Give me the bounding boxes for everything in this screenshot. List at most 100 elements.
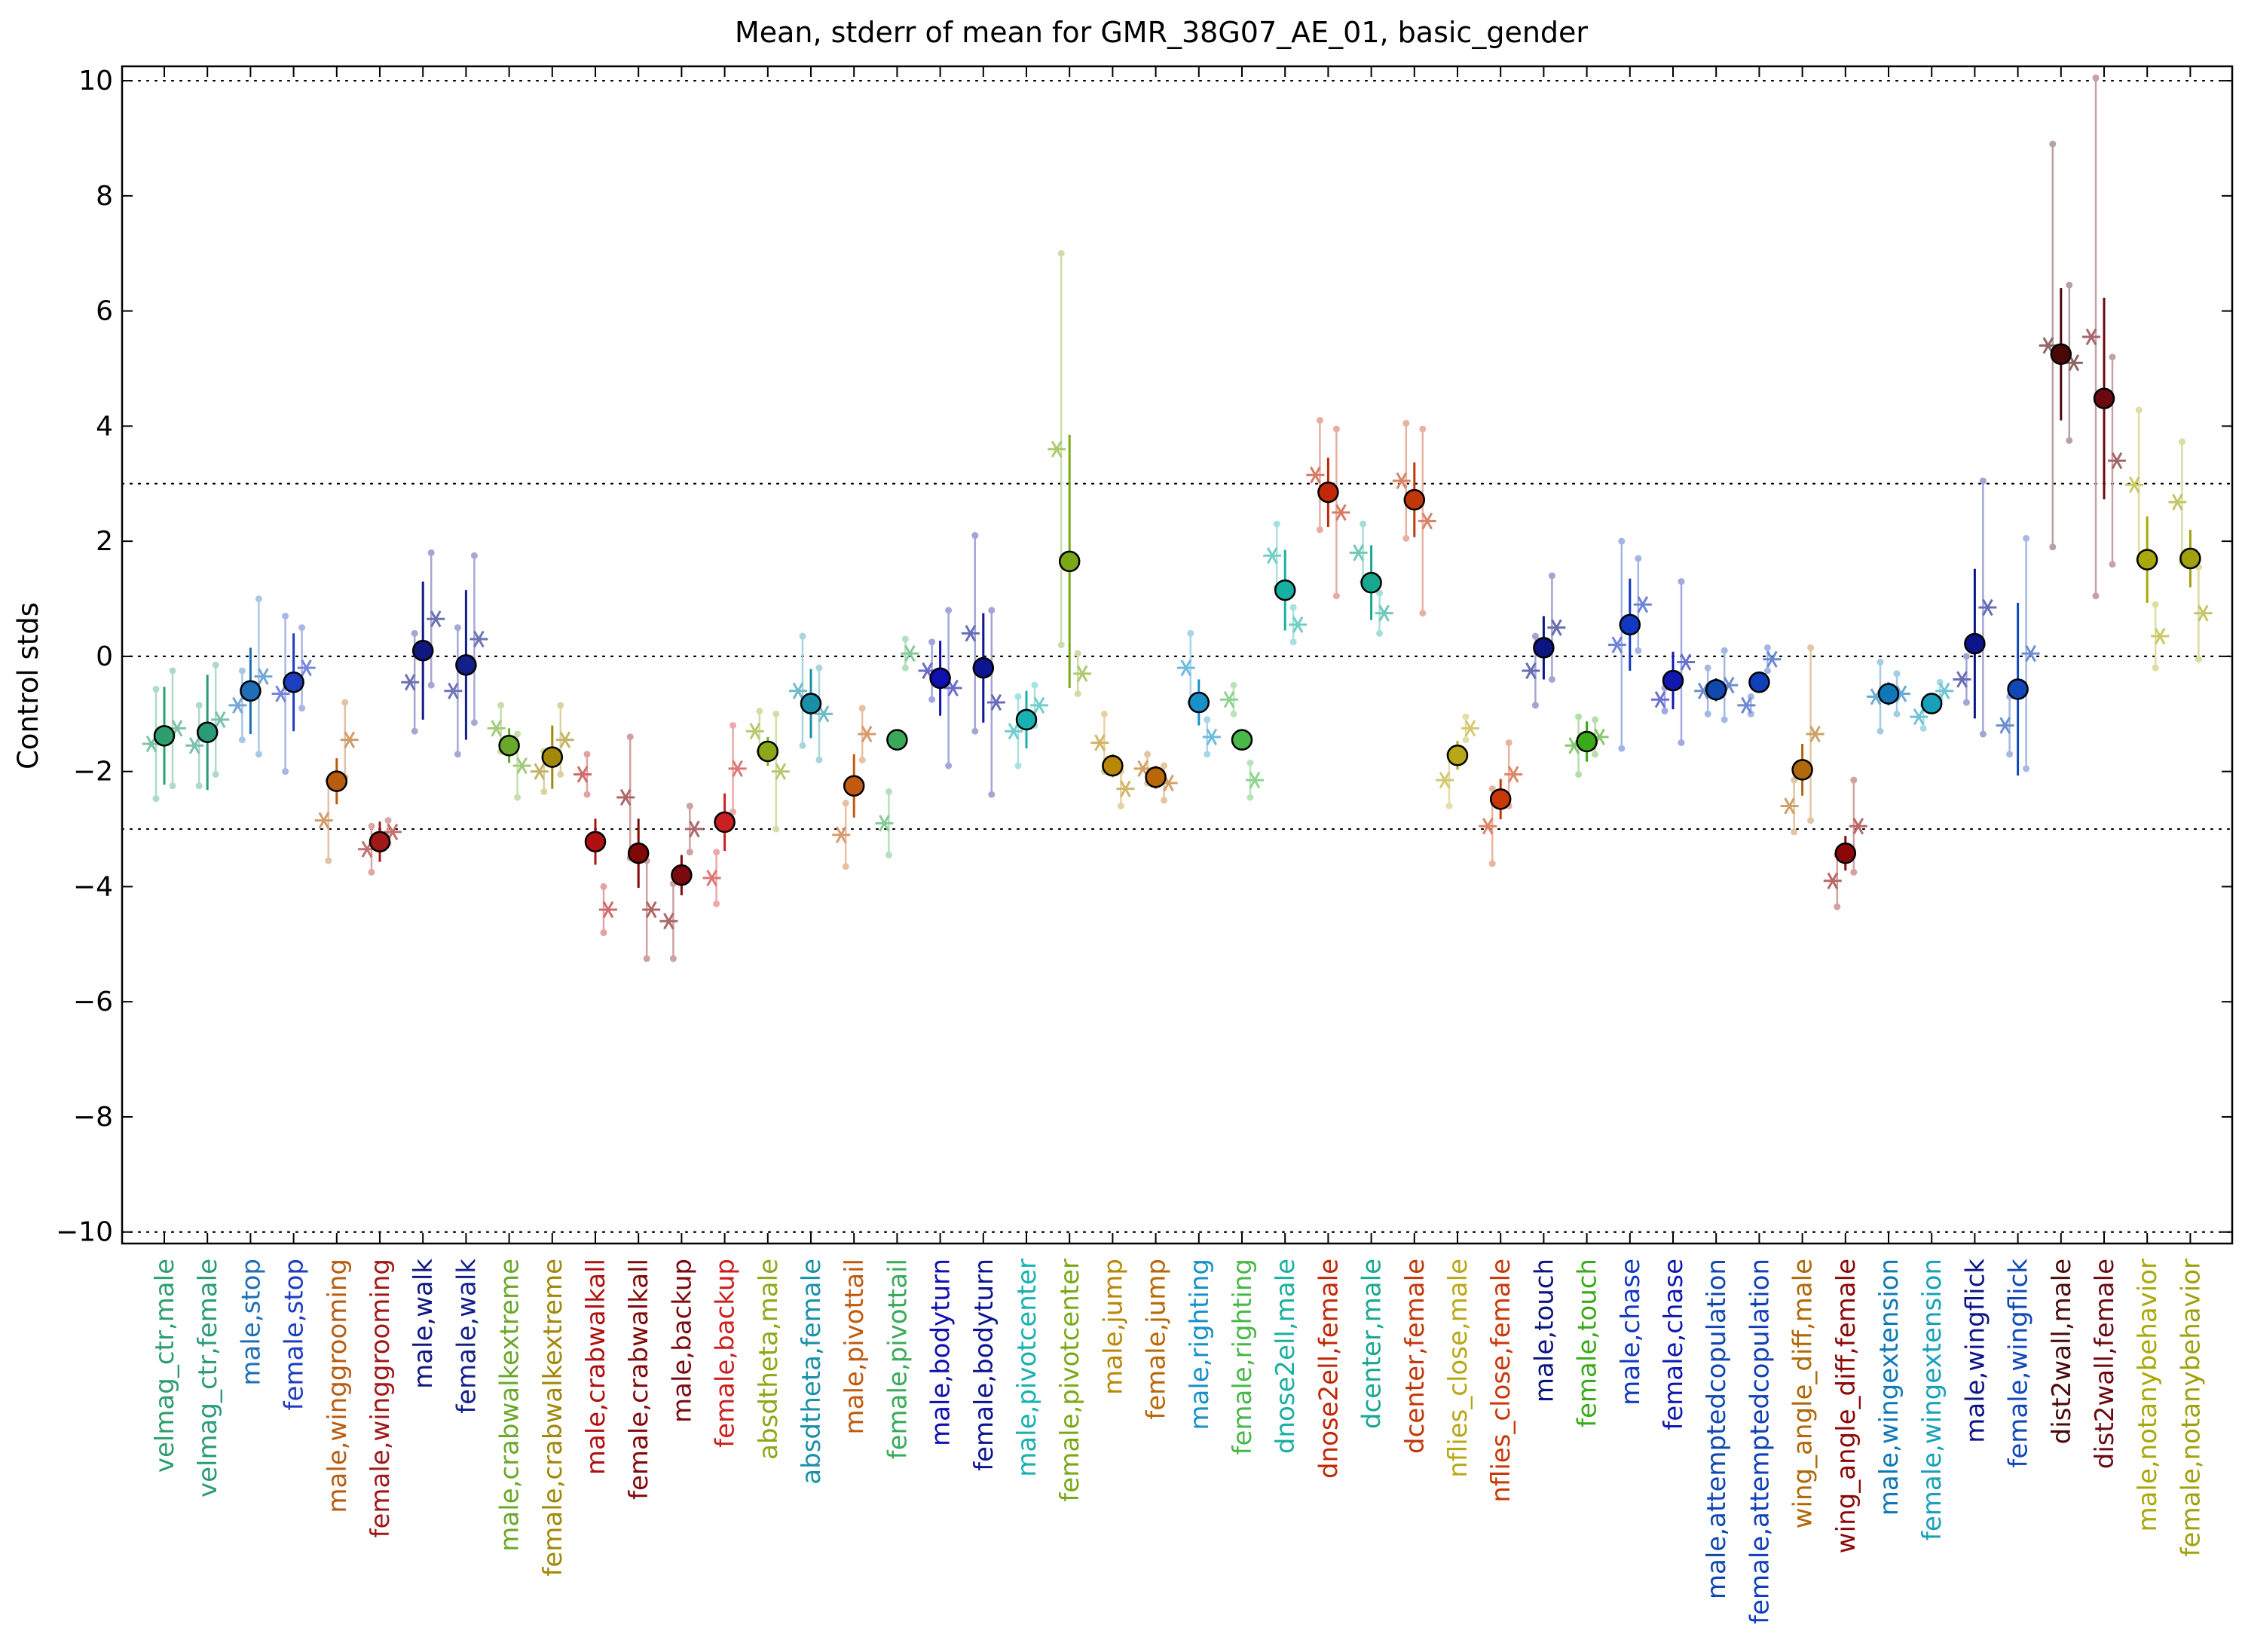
replicate-point — [1737, 693, 1756, 717]
replicate-point — [1780, 776, 1799, 836]
replicate-point — [1996, 693, 2014, 758]
x-tick-label: male,winggrooming — [323, 1259, 353, 1513]
replicate-mean-asterisk — [1116, 780, 1135, 797]
asterisk-stroke — [2198, 604, 2209, 622]
replicate-point — [1607, 537, 1626, 752]
mean-marker — [843, 775, 865, 797]
replicate-error-end — [1273, 520, 1280, 528]
y-tick-label: 8 — [96, 181, 113, 212]
x-tick-label: female,backup — [711, 1259, 741, 1448]
replicate-point — [1522, 632, 1540, 709]
x-tick-label: female,pivottail — [882, 1259, 913, 1459]
replicate-error-end — [1316, 526, 1323, 534]
mean-marker — [411, 640, 434, 662]
mean-point — [1145, 766, 1167, 789]
asterisk-stroke — [1033, 696, 1045, 714]
replicate-error-end — [643, 955, 650, 962]
replicate-error-end — [1962, 699, 1970, 706]
asterisk-stroke — [1551, 619, 1562, 636]
replicate-error-end — [1332, 425, 1340, 433]
replicate-error-end — [1376, 589, 1384, 597]
replicate-error-end — [1144, 751, 1152, 758]
y-tick-label: −8 — [73, 1102, 113, 1133]
asterisk-stroke — [430, 610, 442, 628]
mean-marker — [1489, 788, 1512, 810]
replicate-point — [1306, 417, 1325, 534]
replicate-mean-asterisk — [1607, 636, 1626, 653]
replicate-mean-asterisk — [530, 763, 549, 780]
replicate-error-end — [669, 955, 677, 962]
replicate-error-end — [152, 795, 160, 803]
replicate-mean-asterisk — [555, 731, 574, 748]
mean-marker — [2179, 547, 2201, 570]
replicate-error-end — [971, 727, 979, 735]
replicate-mean-asterisk — [642, 901, 661, 919]
mean-marker — [1274, 579, 1296, 601]
asterisk-stroke — [1137, 760, 1149, 777]
replicate-error-end — [1979, 477, 1987, 485]
replicate-error-end — [1187, 629, 1194, 637]
replicate-point — [1633, 555, 1652, 654]
replicate-mean-asterisk — [2082, 328, 2100, 346]
replicate-point — [1392, 420, 1411, 542]
replicate-mean-asterisk — [271, 685, 290, 702]
replicate-mean-asterisk — [384, 823, 402, 841]
replicate-error-end — [557, 702, 564, 709]
mean-marker — [1188, 691, 1210, 714]
replicate-point — [1547, 572, 1566, 683]
replicate-point — [944, 607, 962, 769]
mean-point — [1791, 744, 1813, 796]
replicate-mean-asterisk — [1375, 604, 1393, 622]
replicate-error-end — [901, 635, 909, 643]
x-tick-label: female,attemptedcopulation — [1745, 1259, 1775, 1624]
replicate-point — [1479, 785, 1497, 867]
asterisk-stroke — [1680, 653, 1692, 671]
asterisk-stroke — [922, 662, 933, 680]
mean-point — [1231, 729, 1253, 751]
replicate-mean-asterisk — [1479, 818, 1497, 835]
asterisk-stroke — [301, 659, 312, 677]
replicate-error-end — [282, 768, 289, 776]
replicate-error-end — [686, 849, 693, 856]
mean-marker — [2093, 387, 2115, 409]
replicate-error-end — [1014, 693, 1022, 700]
replicate-mean-asterisk — [986, 693, 1005, 711]
replicate-point — [470, 552, 488, 727]
x-tick-label: dnose2ell,female — [1314, 1259, 1344, 1479]
mean-point — [541, 725, 564, 789]
replicate-mean-asterisk — [1349, 544, 1368, 561]
mean-point — [1705, 678, 1727, 702]
mean-point — [498, 728, 520, 763]
mean-marker — [1231, 729, 1253, 751]
mean-point — [1920, 693, 1943, 714]
mean-marker — [1058, 550, 1081, 573]
replicate-error-end — [1161, 762, 1168, 769]
x-tick-label: dcenter,female — [1400, 1259, 1430, 1454]
replicate-error-end — [1445, 803, 1453, 810]
asterisk-stroke — [1396, 472, 1408, 490]
x-tick-label: male,wingflick — [1960, 1259, 1990, 1443]
replicate-error-end — [2152, 664, 2159, 672]
replicate-mean-asterisk — [1176, 659, 1195, 677]
replicate-error-end — [427, 549, 435, 556]
asterisk-stroke — [473, 630, 485, 648]
mean-point — [2007, 602, 2029, 776]
replicate-error-end — [1834, 903, 1841, 910]
mean-marker — [1102, 754, 1124, 777]
mean-marker — [1145, 766, 1167, 788]
replicate-mean-asterisk — [1418, 512, 1436, 530]
mean-point — [843, 754, 865, 818]
asterisk-stroke — [792, 682, 804, 699]
replicate-point — [685, 803, 704, 856]
replicate-mean-asterisk — [254, 668, 273, 685]
mean-point — [1274, 549, 1296, 631]
asterisk-stroke — [706, 869, 717, 887]
replicate-error-end — [540, 788, 548, 795]
replicate-error-end — [1704, 710, 1711, 717]
replicate-point — [875, 788, 894, 858]
replicate-point — [1763, 644, 1782, 675]
replicate-error-end — [1575, 713, 1583, 720]
x-tick-label: female,crabwalkextreme — [538, 1259, 568, 1577]
replicate-point — [444, 624, 463, 758]
mean-marker — [1403, 488, 1426, 511]
